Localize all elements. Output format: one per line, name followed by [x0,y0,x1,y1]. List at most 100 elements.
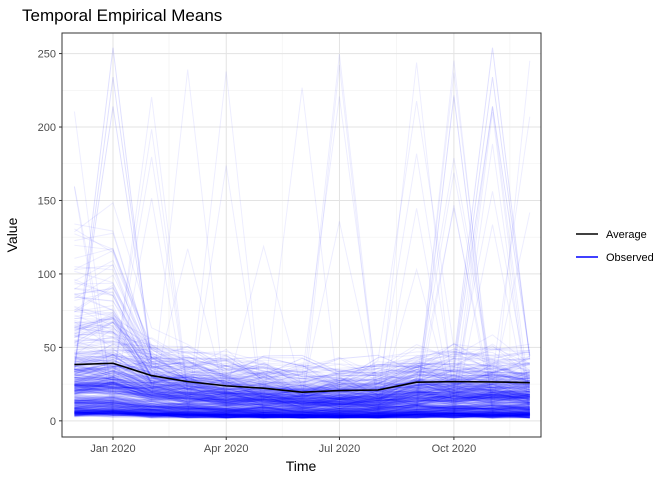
observed-line [74,47,531,376]
observed-line [74,413,530,419]
observed-line [74,366,530,403]
observed-line [74,367,530,401]
observed-line [74,409,530,419]
observed-line [74,406,530,417]
observed-line [74,412,530,419]
observed-line [74,388,530,408]
observed-line [74,371,530,406]
observed-line [74,377,530,400]
observed-line [74,381,530,407]
observed-line [74,392,530,412]
observed-line [74,380,530,408]
observed-line [74,363,530,399]
observed-line [74,408,530,419]
observed-line [74,404,530,413]
observed-line [74,401,530,417]
observed-line [74,398,530,411]
observed-line [74,381,530,405]
observed-line [74,409,530,418]
observed-line [74,411,530,419]
observed-line [74,376,530,402]
observed-line [74,402,530,413]
observed-line [74,116,531,400]
observed-line [74,352,530,391]
observed-line [74,327,530,384]
observed-line [74,411,530,419]
observed-line [74,317,530,397]
observed-line [74,410,530,419]
observed-line [74,387,530,406]
observed-line [74,208,530,419]
observed-line [74,403,530,415]
observed-line [74,96,530,395]
observed-line [74,411,530,419]
observed-line [74,317,530,381]
observed-line [74,408,530,418]
observed-line [74,396,530,414]
observed-line [74,384,530,410]
observed-line [74,392,530,414]
observed-line [74,356,530,392]
observed-line [74,398,530,414]
observed-line [74,412,530,419]
observed-line [74,383,530,404]
observed-line [74,385,530,413]
observed-line [74,384,530,408]
observed-line [74,370,530,401]
observed-line [74,157,530,393]
observed-line [74,383,530,407]
observed-line [74,402,530,414]
observed-line [74,411,530,419]
observed-line [74,362,530,401]
panel-border [61,32,542,438]
observed-line [74,382,530,410]
observed-line [74,410,530,418]
observed-line [74,410,530,419]
observed-line [74,391,530,410]
observed-line [74,385,530,408]
observed-line [74,376,530,403]
observed-line [74,411,530,418]
observed-line [74,404,530,417]
observed-line [74,408,530,416]
observed-line [74,396,530,411]
observed-line [74,379,530,406]
observed-line [74,411,530,419]
observed-line [74,400,530,414]
observed-line [74,395,530,412]
observed-line [74,400,530,415]
observed-line [74,401,530,413]
x-tick-label: Jan 2020 [90,443,135,455]
observed-line [74,370,530,401]
observed-line [74,403,530,415]
observed-line [74,376,530,404]
observed-line [74,412,530,419]
observed-line [74,390,530,405]
observed-line [74,374,530,405]
observed-line [74,366,530,406]
observed-line [74,412,530,419]
observed-line [74,343,530,396]
observed-line [74,399,530,414]
observed-line [74,396,530,410]
observed-line [74,401,530,416]
observed-line [74,383,530,408]
observed-line [74,385,530,407]
observed-line [74,379,530,405]
observed-line [74,321,530,402]
observed-line [74,333,530,390]
observed-line [74,64,530,418]
observed-line [74,410,530,418]
panel-background [62,33,541,437]
observed-line [74,382,530,401]
observed-line [74,413,530,419]
observed-line [74,386,530,410]
observed-line [74,411,530,419]
observed-line [74,407,530,418]
observed-line [74,376,530,401]
observed-line [74,407,530,416]
observed-line [74,401,530,414]
observed-line [74,405,530,416]
observed-line [74,412,530,419]
